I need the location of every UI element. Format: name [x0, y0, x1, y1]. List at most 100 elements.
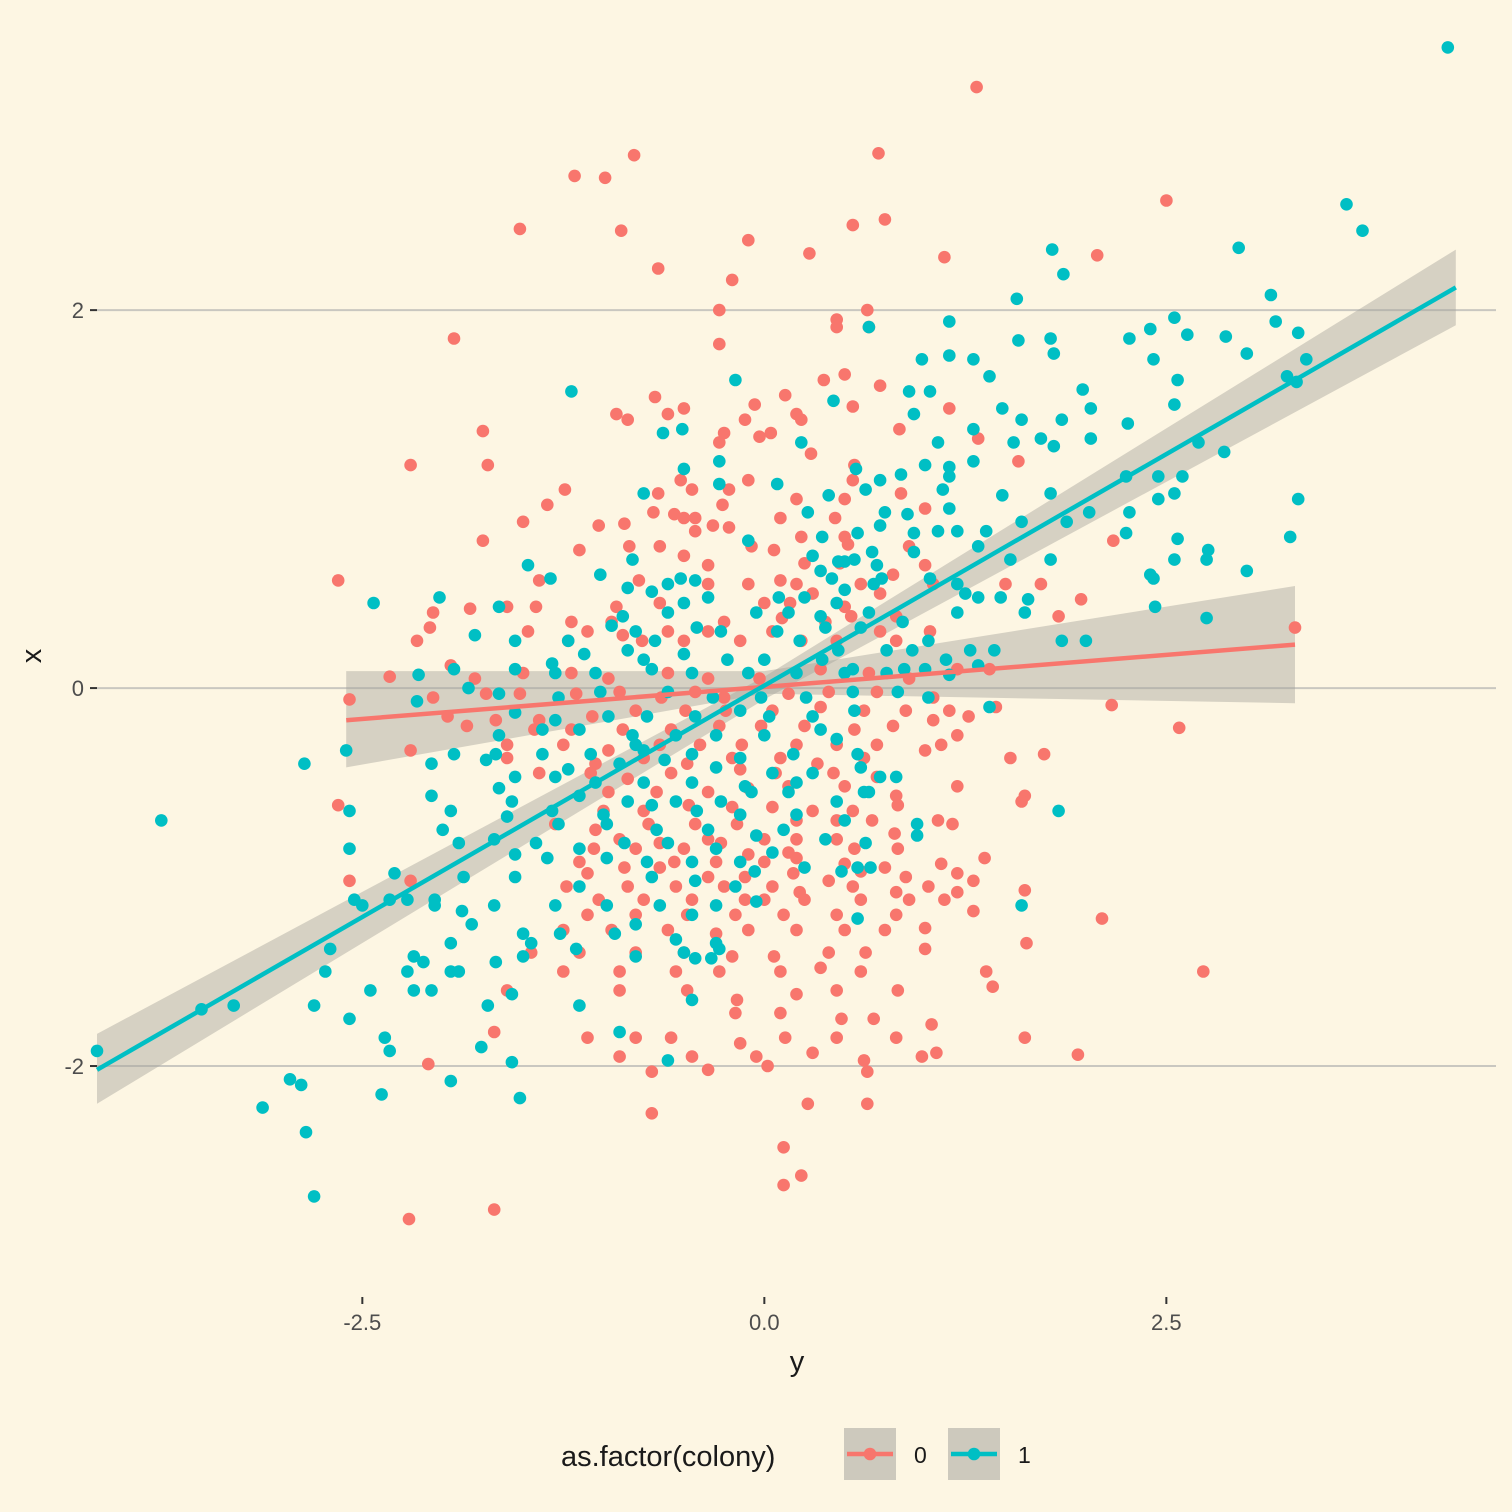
point-colony-1 [862, 785, 876, 799]
point-colony-0 [838, 492, 851, 506]
point-colony-0 [701, 577, 715, 591]
point-colony-1 [864, 861, 877, 874]
point-colony-0 [1052, 610, 1065, 623]
point-colony-0 [814, 662, 827, 676]
point-colony-0 [742, 577, 755, 591]
point-colony-0 [410, 634, 424, 648]
point-colony-0 [795, 530, 808, 544]
point-colony-1 [782, 785, 795, 799]
point-colony-0 [331, 798, 345, 812]
point-colony-1 [733, 808, 747, 821]
point-colony-1 [706, 691, 720, 704]
y-axis-title: x [16, 648, 48, 663]
point-colony-0 [573, 855, 586, 869]
point-colony-0 [918, 942, 932, 956]
point-colony-0 [830, 833, 843, 846]
point-colony-1 [600, 899, 614, 912]
point-colony-0 [873, 379, 887, 393]
point-colony-0 [918, 558, 932, 572]
point-colony-1 [709, 899, 723, 912]
point-colony-1 [793, 634, 806, 648]
point-colony-1 [1055, 634, 1069, 648]
point-colony-0 [1004, 751, 1017, 765]
point-colony-1 [983, 370, 996, 383]
point-colony-0 [717, 426, 731, 440]
point-colony-0 [529, 600, 543, 614]
point-colony-1 [798, 861, 811, 874]
point-colony-0 [586, 710, 599, 723]
point-colony-1 [1012, 334, 1025, 347]
point-colony-1 [709, 842, 723, 855]
point-colony-1 [307, 999, 321, 1012]
point-colony-1 [907, 545, 921, 559]
point-colony-1 [814, 610, 827, 623]
point-colony-1 [709, 761, 723, 774]
point-colony-1 [481, 999, 495, 1012]
point-colony-0 [733, 1037, 747, 1050]
point-colony-0 [846, 473, 860, 487]
point-colony-1 [690, 804, 704, 818]
point-colony-1 [1148, 600, 1162, 614]
point-colony-1 [859, 483, 872, 496]
point-colony-0 [738, 893, 752, 906]
point-colony-0 [623, 540, 636, 553]
point-colony-1 [637, 776, 650, 789]
point-colony-0 [557, 738, 570, 752]
point-colony-0 [750, 1050, 763, 1063]
point-colony-1 [1168, 553, 1181, 566]
point-colony-1 [750, 829, 763, 842]
point-colony-1 [1340, 198, 1353, 211]
point-colony-1 [873, 519, 887, 532]
point-colony-0 [614, 224, 628, 237]
point-colony-0 [854, 893, 868, 906]
point-colony-0 [886, 568, 900, 581]
axes: -2 0 2 -2.5 0.0 2.5 [64, 298, 1181, 1335]
point-colony-0 [487, 1203, 501, 1216]
point-colony-1 [650, 823, 663, 837]
point-colony-1 [629, 950, 642, 963]
point-colony-1 [1269, 315, 1282, 328]
point-colony-0 [790, 577, 803, 591]
point-colony-1 [433, 591, 446, 604]
point-colony-1 [705, 952, 718, 965]
point-colony-0 [587, 842, 601, 855]
point-colony-0 [481, 458, 495, 472]
point-colony-0 [468, 672, 482, 685]
point-colony-0 [918, 502, 932, 515]
point-colony-1 [465, 918, 479, 931]
point-colony-1 [565, 385, 578, 398]
point-colony-1 [629, 918, 642, 931]
point-colony-1 [629, 625, 642, 638]
point-colony-1 [544, 572, 557, 585]
point-colony-1 [452, 836, 466, 850]
point-colony-1 [742, 534, 755, 547]
point-colony-1 [618, 836, 631, 850]
point-colony-0 [635, 634, 649, 648]
point-colony-1 [457, 870, 470, 884]
point-colony-0 [1160, 194, 1173, 207]
point-colony-0 [889, 789, 903, 803]
point-colony-0 [717, 691, 731, 704]
point-colony-0 [774, 751, 787, 765]
point-colony-0 [581, 867, 594, 880]
point-colony-0 [801, 1097, 815, 1111]
point-colony-1 [674, 572, 687, 585]
point-colony-0 [629, 908, 642, 922]
point-colony-1 [594, 568, 607, 581]
point-colony-0 [889, 634, 903, 648]
point-colony-0 [798, 557, 811, 570]
point-colony-0 [846, 400, 860, 413]
point-colony-1 [873, 770, 887, 784]
point-colony-1 [996, 489, 1009, 502]
point-colony-1 [971, 540, 985, 553]
point-colony-1 [508, 770, 522, 784]
point-colony-0 [621, 772, 634, 786]
point-colony-1 [787, 747, 800, 761]
point-colony-0 [867, 1012, 880, 1026]
confidence-band-0 [346, 586, 1295, 768]
point-colony-0 [861, 1097, 874, 1111]
point-colony-1 [1015, 413, 1028, 427]
point-colony-0 [742, 923, 755, 937]
point-colony-0 [790, 923, 803, 937]
point-colony-0 [725, 800, 739, 814]
